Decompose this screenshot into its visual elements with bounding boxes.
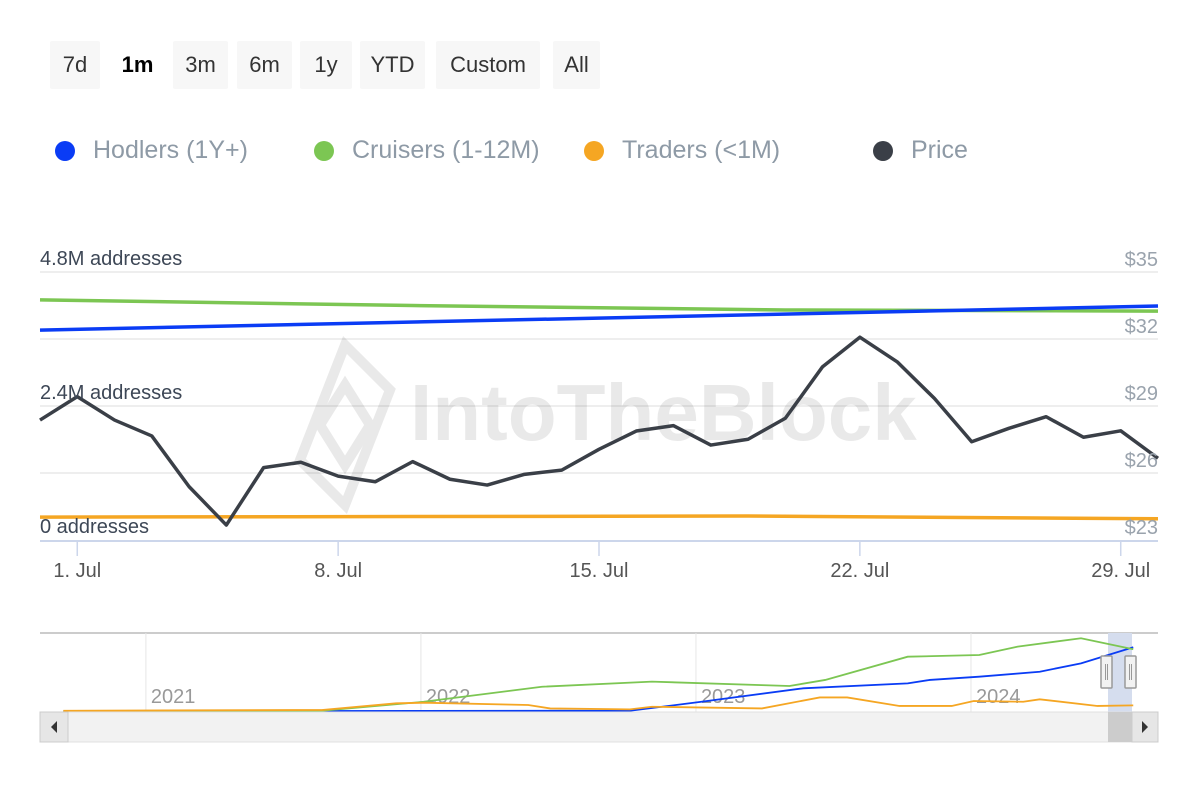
y-right-tick-label: $35 — [1125, 249, 1158, 271]
legend-item-traders[interactable]: Traders (<1M) — [584, 136, 780, 165]
legend-item-cruisers[interactable]: Cruisers (1-12M) — [314, 136, 540, 165]
arrow-left-icon — [51, 721, 57, 733]
legend-label: Traders (<1M) — [622, 136, 781, 164]
y-left-tick-label: 2.4M addresses — [40, 382, 182, 404]
scrollbar-thumb[interactable] — [1108, 712, 1132, 742]
range-custom-button[interactable]: Custom — [436, 41, 540, 89]
navigator-series-line — [63, 696, 1134, 712]
y-left-tick-label: 4.8M addresses — [40, 248, 182, 270]
watermark: IntoTheBlock — [294, 336, 917, 514]
x-tick-label: 15. Jul — [570, 560, 629, 582]
range-3m-button[interactable]: 3m — [173, 41, 228, 89]
y-right-tick-label: $23 — [1125, 517, 1158, 539]
range-6m-button[interactable]: 6m — [237, 41, 292, 89]
series-line-hodlers — [39, 304, 1159, 332]
legend-label: Cruisers (1-12M) — [352, 136, 540, 164]
legend-dot-icon — [873, 140, 893, 161]
range-7d-button[interactable]: 7d — [50, 41, 100, 89]
range-all-button[interactable]: All — [553, 41, 600, 89]
navigator-handle[interactable] — [1100, 655, 1113, 689]
y-right-tick-label: $32 — [1125, 316, 1158, 338]
legend-dot-icon — [55, 140, 75, 161]
x-tick-label: 29. Jul — [1091, 560, 1150, 582]
navigator-tick-label: 2024 — [976, 686, 1021, 708]
x-tick-label: 22. Jul — [830, 560, 889, 582]
legend-dot-icon — [314, 140, 334, 161]
legend-dot-icon — [584, 140, 604, 161]
series-line-traders — [39, 514, 1159, 521]
legend-item-price[interactable]: Price — [873, 136, 968, 165]
range-1y-button[interactable]: 1y — [300, 41, 352, 89]
range-1m-button[interactable]: 1m — [110, 41, 165, 89]
scrollbar-track[interactable] — [39, 711, 1159, 743]
y-right-tick-label: $26 — [1125, 450, 1158, 472]
legend-item-hodlers[interactable]: Hodlers (1Y+) — [55, 136, 248, 165]
navigator-tick-label: 2023 — [701, 686, 746, 708]
y-right-tick-label: $29 — [1125, 383, 1158, 405]
arrow-right-icon — [1142, 721, 1148, 733]
navigator-series-line — [63, 637, 1134, 713]
x-tick-label: 1. Jul — [53, 560, 101, 582]
series-line-price — [39, 335, 1160, 527]
svg-text:IntoTheBlock: IntoTheBlock — [410, 368, 917, 457]
legend-label: Hodlers (1Y+) — [93, 136, 248, 164]
range-ytd-button[interactable]: YTD — [360, 41, 425, 89]
navigator-handle[interactable] — [1124, 655, 1137, 689]
navigator-tick-label: 2021 — [151, 686, 196, 708]
legend-label: Price — [911, 136, 968, 164]
y-left-tick-label: 0 addresses — [40, 516, 149, 538]
x-tick-label: 8. Jul — [314, 560, 362, 582]
